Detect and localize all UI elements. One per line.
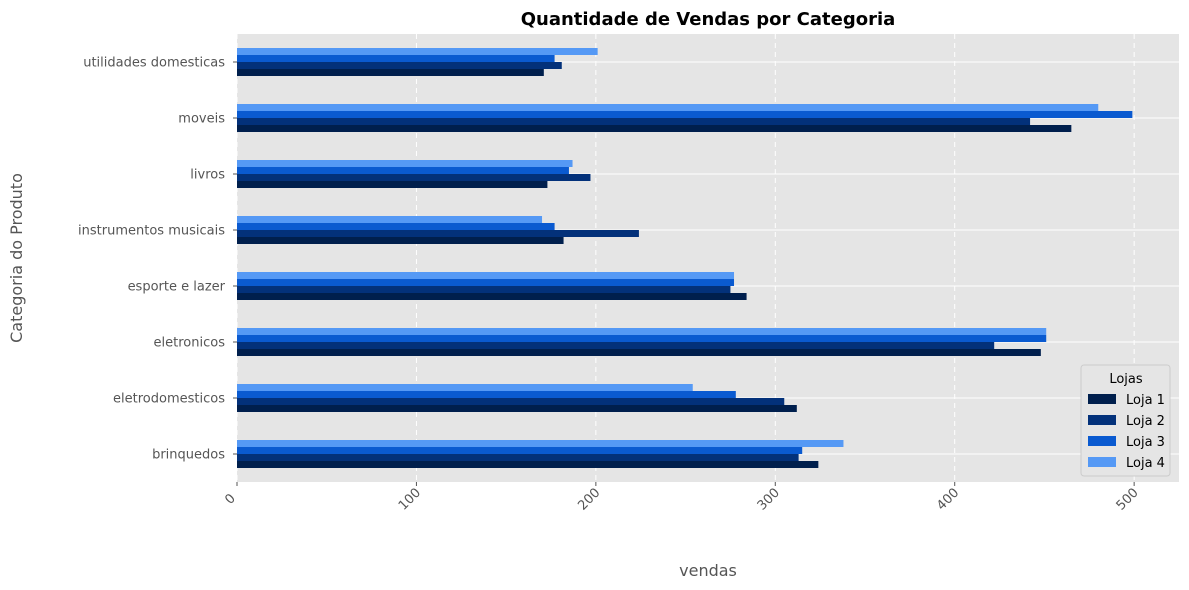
x-tick-label: 200	[575, 485, 603, 513]
legend-swatch	[1088, 436, 1116, 446]
bar	[237, 167, 569, 174]
legend-label: Loja 3	[1126, 435, 1165, 450]
bar	[237, 454, 799, 461]
y-tick-label: esporte e lazer	[128, 280, 226, 295]
bar	[237, 69, 544, 76]
bar	[237, 461, 819, 468]
bar	[237, 174, 591, 181]
bar	[237, 328, 1047, 335]
bar	[237, 335, 1047, 342]
bar	[237, 447, 803, 454]
bar	[237, 118, 1031, 125]
bar	[237, 216, 543, 223]
legend-box	[1080, 364, 1171, 477]
bar	[237, 181, 548, 188]
bar	[237, 440, 844, 447]
x-tick-label: 0	[222, 491, 238, 507]
y-tick-label: moveis	[178, 112, 225, 127]
x-tick-label: 300	[755, 485, 783, 513]
x-ticks: 0 100 200 300 400 500	[222, 482, 1142, 514]
bar	[237, 384, 693, 391]
legend-label: Loja 2	[1126, 414, 1165, 429]
legend-swatch	[1088, 457, 1116, 467]
legend-swatch	[1088, 394, 1116, 404]
y-ticks: brinquedos eletrodomesticos eletronicos esp…	[78, 56, 237, 463]
bar	[237, 405, 797, 412]
bar	[237, 125, 1072, 132]
x-tick-label: 400	[934, 485, 962, 513]
bar	[237, 349, 1041, 356]
y-tick-label: utilidades domesticas	[83, 56, 225, 71]
y-tick-label: eletronicos	[154, 336, 226, 351]
bar	[237, 104, 1099, 111]
bar	[237, 160, 573, 167]
bar	[237, 48, 598, 55]
bar	[237, 111, 1133, 118]
bar	[237, 62, 562, 69]
bar	[237, 342, 995, 349]
y-axis-label: Categoria do Produto	[7, 173, 26, 343]
chart-title: Quantidade de Vendas por Categoria	[521, 9, 896, 30]
bar	[237, 279, 735, 286]
legend-label: Loja 4	[1126, 456, 1165, 471]
legend-title: Lojas	[1109, 372, 1143, 387]
x-tick-label: 100	[396, 485, 424, 513]
y-tick-label: eletrodomesticos	[113, 392, 225, 407]
x-tick-label: 500	[1114, 485, 1142, 513]
bar	[237, 237, 564, 244]
bar	[237, 286, 731, 293]
bar	[237, 55, 555, 62]
y-tick-label: instrumentos musicais	[78, 224, 225, 239]
bars	[237, 48, 1133, 468]
bar	[237, 223, 555, 230]
bar	[237, 272, 735, 279]
y-tick-label: brinquedos	[152, 448, 225, 463]
bar	[237, 230, 639, 237]
legend: Lojas Loja 1 Loja 2 Loja 3 Loja 4	[1080, 364, 1171, 477]
legend-label: Loja 1	[1126, 393, 1165, 408]
bar	[237, 293, 747, 300]
plot-area	[237, 34, 1179, 482]
x-axis-label: vendas	[679, 561, 737, 580]
legend-swatch	[1088, 415, 1116, 425]
bar	[237, 391, 736, 398]
y-tick-label: livros	[190, 168, 225, 183]
bar	[237, 398, 785, 405]
